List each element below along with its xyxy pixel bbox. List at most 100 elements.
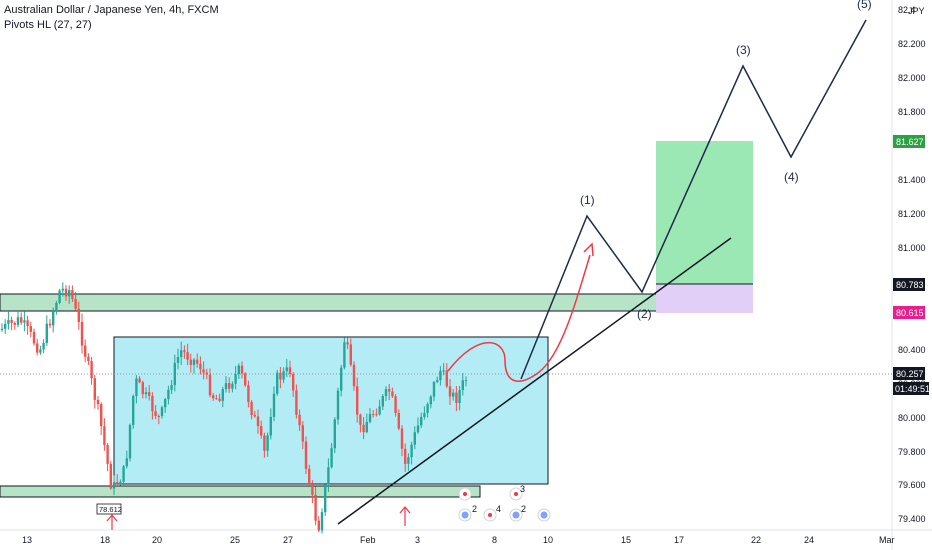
price-axis[interactable]: 79.400 79.600 79.800 80.000 80.200 80.40… xyxy=(898,5,926,524)
event-count-2: 4 xyxy=(496,504,501,514)
candle xyxy=(429,396,432,405)
wave-label-4: (4) xyxy=(784,170,799,184)
candle xyxy=(400,428,404,449)
candle xyxy=(199,363,202,370)
candle xyxy=(26,320,29,327)
indicator-label[interactable]: Pivots HL (27, 27) xyxy=(4,19,92,31)
candle xyxy=(311,484,314,495)
candle xyxy=(234,374,237,384)
economic-events[interactable]: 2 4 3 2 xyxy=(458,484,551,522)
y-tick: 79.600 xyxy=(898,480,926,490)
candle xyxy=(324,484,327,513)
event-count-4: 2 xyxy=(521,504,526,514)
candle xyxy=(308,468,311,485)
elliott-wave-path[interactable] xyxy=(520,19,867,380)
candle xyxy=(103,426,106,446)
y-tick: 79.400 xyxy=(898,514,926,524)
wave-label-3: (3) xyxy=(736,43,751,57)
candle xyxy=(186,352,189,360)
candle xyxy=(416,425,420,433)
candle xyxy=(368,414,372,422)
candle xyxy=(301,425,304,442)
candle xyxy=(455,392,458,403)
trendline[interactable] xyxy=(337,237,732,525)
candle xyxy=(141,382,144,395)
candlestick-series xyxy=(0,282,468,534)
candle xyxy=(64,288,68,297)
x-tick: 8 xyxy=(492,535,497,545)
candle xyxy=(336,390,340,420)
candle xyxy=(202,369,205,373)
candle xyxy=(208,374,212,396)
candle xyxy=(55,302,58,312)
candle xyxy=(452,392,455,397)
candle xyxy=(458,389,461,403)
candle xyxy=(45,323,48,344)
support-zone[interactable] xyxy=(0,485,481,498)
candle xyxy=(109,463,112,489)
candle xyxy=(439,370,442,381)
y-tick: 81.400 xyxy=(898,175,926,185)
candle xyxy=(61,288,64,291)
x-tick: 20 xyxy=(152,535,162,545)
candle xyxy=(16,317,20,325)
y-tick: 82.4 xyxy=(898,5,916,15)
event-count-3: 3 xyxy=(520,484,525,494)
x-tick: 25 xyxy=(230,535,240,545)
stop-loss-zone[interactable] xyxy=(656,284,753,313)
candle xyxy=(125,458,128,467)
x-tick: 18 xyxy=(100,535,110,545)
x-tick: 15 xyxy=(621,535,631,545)
y-tick: 82.200 xyxy=(898,39,926,49)
candle xyxy=(260,425,263,436)
candle xyxy=(144,392,148,395)
candle xyxy=(314,494,317,521)
candle xyxy=(84,345,87,357)
candle xyxy=(276,372,279,394)
candle xyxy=(231,383,234,389)
candle xyxy=(279,372,282,380)
price-tag-current: 80.257 xyxy=(893,367,925,380)
resistance-zone[interactable] xyxy=(0,293,689,312)
candle xyxy=(256,416,260,426)
candle xyxy=(42,343,45,350)
candle xyxy=(192,359,196,365)
candle xyxy=(90,361,93,379)
candle xyxy=(160,407,164,417)
candle xyxy=(224,383,228,390)
candle xyxy=(173,362,176,386)
candle xyxy=(80,321,84,346)
candle xyxy=(138,378,141,383)
candle xyxy=(93,378,96,400)
y-tick: 81.800 xyxy=(898,107,926,117)
x-tick: 10 xyxy=(543,535,553,545)
candle xyxy=(23,320,26,323)
candle xyxy=(237,365,240,375)
candle xyxy=(221,389,224,401)
candle xyxy=(404,448,407,464)
candle xyxy=(74,298,77,309)
candle xyxy=(48,323,52,326)
candle xyxy=(362,424,365,433)
candle xyxy=(157,415,160,417)
candle xyxy=(445,370,448,387)
candle xyxy=(272,393,276,417)
candle xyxy=(71,289,74,299)
pivot-low-tag xyxy=(96,503,122,515)
y-tick: 79.800 xyxy=(898,447,926,457)
candle xyxy=(36,343,39,353)
projection-path[interactable] xyxy=(447,254,591,382)
candle xyxy=(282,371,285,380)
candle xyxy=(167,389,170,400)
candle xyxy=(164,399,167,408)
candle xyxy=(148,392,151,396)
candle xyxy=(189,359,192,365)
candle xyxy=(330,448,333,468)
x-tick: 24 xyxy=(804,535,814,545)
take-profit-zone[interactable] xyxy=(656,141,753,284)
time-axis[interactable]: 13 18 20 25 27 Feb 3 8 10 15 17 22 24 Ma… xyxy=(22,535,895,545)
candle xyxy=(426,404,429,413)
chart-title: Australian Dollar / Japanese Yen, 4h, FX… xyxy=(4,4,219,16)
wave-label-2: (2) xyxy=(637,307,652,321)
